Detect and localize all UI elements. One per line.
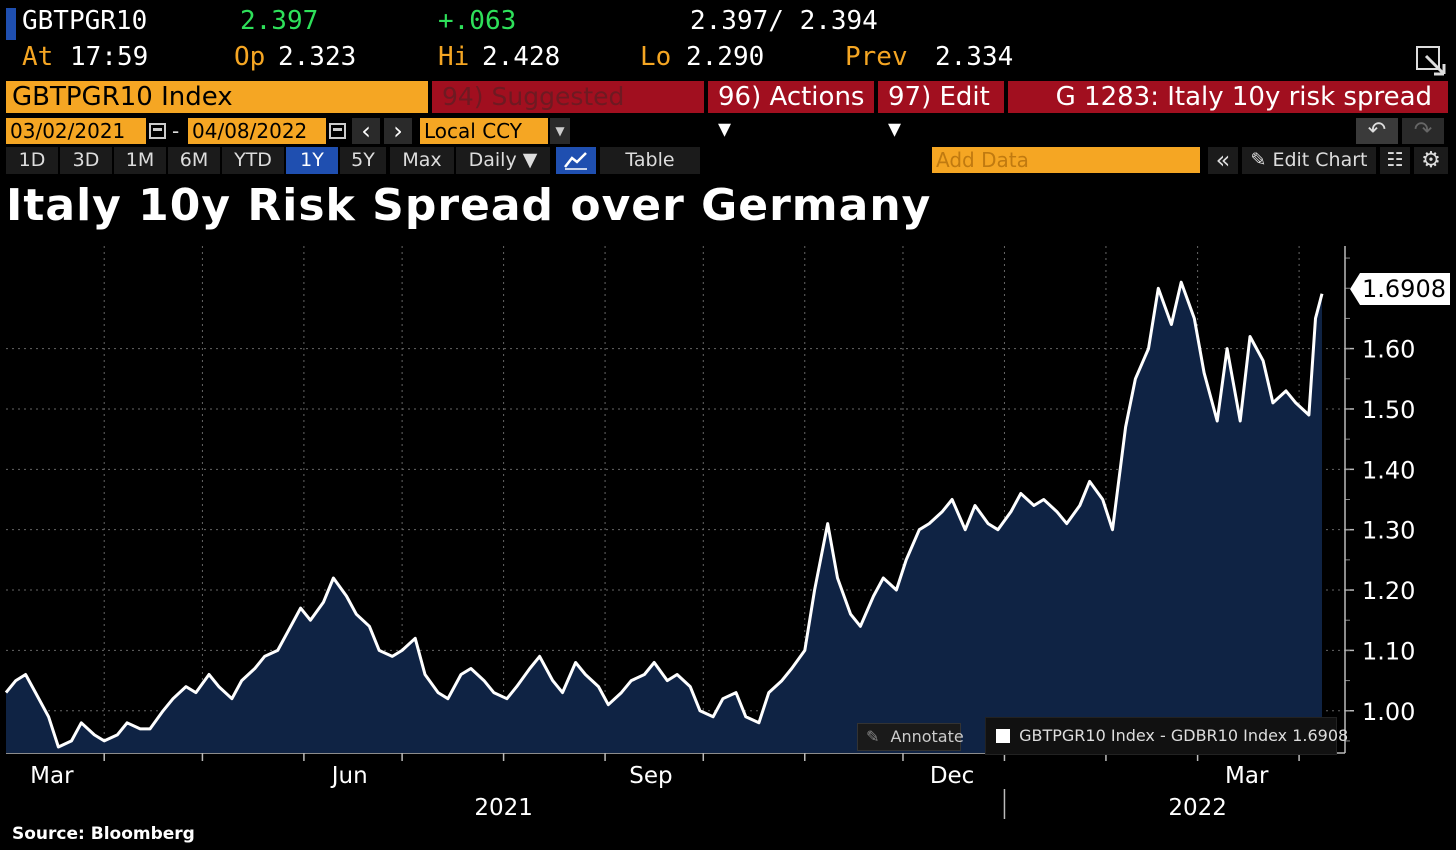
lo-label: Lo (640, 42, 672, 72)
hi-label: Hi (438, 42, 470, 72)
period-5y[interactable]: 5Y (340, 147, 386, 174)
y-tick-label: 1.40 (1362, 456, 1415, 484)
undo-button[interactable]: ↶ (1356, 118, 1398, 144)
year-label: 2022 (1168, 795, 1227, 821)
period-1d[interactable]: 1D (6, 147, 58, 174)
year-label: 2021 (474, 795, 533, 821)
chart-options-icon[interactable]: ☷ (1380, 147, 1410, 174)
spread-chart: Mar Jun Sep Dec Mar 2021 2022 1.00 1.10 1.20 1.30… (4, 246, 1415, 821)
net-change: +.063 (438, 6, 517, 36)
edit-chart-button[interactable]: ✎ Edit Chart (1242, 147, 1376, 174)
end-date-input[interactable]: 04/08/2022 (188, 118, 326, 144)
line-chart-icon (564, 152, 587, 170)
x-tick-label: Mar (1225, 763, 1269, 789)
open-value: 2.323 (278, 42, 357, 72)
annotate-label: Annotate (890, 727, 964, 746)
x-tick-label: Jun (330, 763, 368, 789)
y-axis: 1.00 1.10 1.20 1.30 1.40 1.50 1.60 (1344, 246, 1415, 753)
period-3d[interactable]: 3D (60, 147, 112, 174)
chart-view-button[interactable] (556, 147, 596, 174)
currency-select[interactable]: Local CCY (420, 118, 548, 144)
security-field[interactable]: GBTPGR10 Index (6, 81, 428, 113)
period-6m[interactable]: 6M (168, 147, 220, 174)
start-date-input[interactable]: 03/02/2021 (6, 118, 146, 144)
time-value: 17:59 (70, 42, 149, 72)
pencil-icon: ✎ (866, 727, 880, 746)
frequency-select[interactable]: Daily ▼ (456, 147, 550, 174)
expand-icon[interactable] (1414, 44, 1448, 78)
last-price: 2.397 (240, 6, 319, 36)
redo-button[interactable]: ↷ (1402, 118, 1444, 144)
chart-title: Italy 10y Risk Spread over Germany (6, 180, 932, 231)
y-tick-label: 1.10 (1362, 637, 1415, 665)
x-tick-label: Dec (930, 763, 975, 789)
ticker: GBTPGR10 (22, 6, 148, 36)
time-label: At (22, 42, 54, 72)
function-title: G 1283: Italy 10y risk spread (1008, 81, 1448, 113)
period-1m[interactable]: 1M (114, 147, 166, 174)
calendar-icon[interactable] (328, 120, 348, 142)
prev-value: 2.334 (935, 42, 1014, 72)
period-1y[interactable]: 1Y (286, 147, 338, 174)
lo-value: 2.290 (686, 42, 765, 72)
y-tick-label: 1.50 (1362, 396, 1415, 424)
actions-menu[interactable]: 96) Actions ▾ (708, 81, 874, 144)
collapse-button[interactable]: « (1208, 147, 1238, 174)
table-view-button[interactable]: Table (600, 147, 700, 174)
y-tick-label: 1.60 (1362, 336, 1415, 364)
chart-legend[interactable]: GBTPGR10 Index - GDBR10 Index 1.6908 (985, 717, 1348, 755)
x-tick-label: Mar (30, 763, 74, 789)
edit-menu[interactable]: 97) Edit ▾ (878, 81, 1004, 144)
bid-ask: 2.397∕ 2.394 (690, 6, 878, 36)
date-range-dash: - (172, 119, 180, 143)
y-tick-label: 1.30 (1362, 517, 1415, 545)
legend-swatch (996, 729, 1010, 743)
add-data-input[interactable]: Add Data (932, 147, 1200, 173)
x-axis: Mar Jun Sep Dec Mar 2021 2022 (6, 752, 1345, 821)
gear-icon[interactable]: ⚙ (1414, 147, 1448, 174)
spread-area (6, 282, 1322, 753)
period-ytd[interactable]: YTD (222, 147, 284, 174)
ticker-marker (6, 8, 16, 40)
spread-line (4, 280, 1324, 749)
prev-label: Prev (845, 42, 908, 72)
legend-label: GBTPGR10 Index - GDBR10 Index 1.6908 (1019, 726, 1349, 745)
y-tick-label: 1.00 (1362, 698, 1415, 726)
suggested-charts-menu[interactable]: 94) Suggested Charts (432, 81, 704, 143)
calendar-icon[interactable] (148, 120, 168, 142)
prev-range-button[interactable]: ‹ (352, 118, 380, 144)
open-label: Op (234, 42, 266, 72)
period-max[interactable]: Max (390, 147, 454, 174)
source-note: Source: Bloomberg (12, 824, 195, 844)
y-tick-label: 1.20 (1362, 577, 1415, 605)
chevron-down-icon[interactable]: ▼ (550, 118, 570, 144)
next-range-button[interactable]: › (384, 118, 412, 144)
hi-value: 2.428 (482, 42, 561, 72)
last-value-label: 1.6908 (1362, 275, 1446, 303)
x-tick-label: Sep (629, 763, 672, 789)
annotate-button[interactable]: ✎ Annotate (857, 723, 964, 751)
